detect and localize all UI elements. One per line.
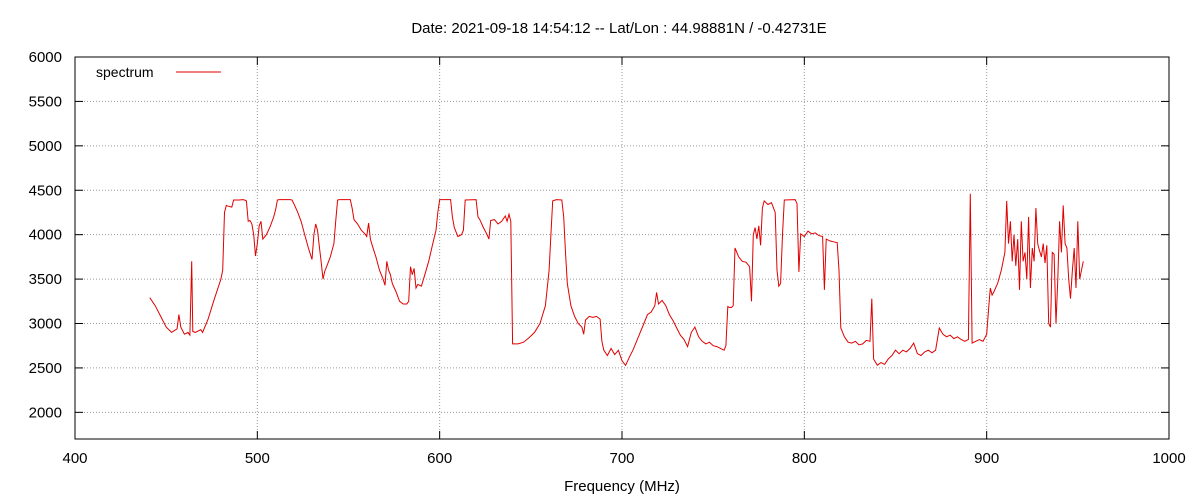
x-tick-label: 600 xyxy=(427,450,452,467)
grid xyxy=(74,56,1170,439)
x-tick-label: 800 xyxy=(792,450,817,467)
y-tick-label: 5000 xyxy=(29,138,62,155)
y-tick-label: 4500 xyxy=(29,182,62,199)
legend-label-spectrum: spectrum xyxy=(96,64,154,80)
plot-frame xyxy=(74,56,1170,440)
y-tick-label: 2500 xyxy=(29,360,62,377)
y-tick-label: 3000 xyxy=(29,316,62,333)
x-tick-label: 1000 xyxy=(1152,450,1185,467)
y-tick-label: 3500 xyxy=(29,271,62,288)
x-tick-label: 500 xyxy=(245,450,270,467)
legend: spectrum xyxy=(96,64,221,80)
y-tick-label: 5500 xyxy=(29,93,62,110)
x-tick-label: 400 xyxy=(62,450,87,467)
x-axis-label: Frequency (MHz) xyxy=(564,478,680,495)
y-tick-label: 6000 xyxy=(29,49,62,66)
x-tick-label: 700 xyxy=(609,450,634,467)
spectrum-series-line xyxy=(149,193,1084,367)
y-tick-label: 2000 xyxy=(29,404,62,421)
x-axis-ticks: 400 500 600 700 800 900 1000 xyxy=(62,57,1186,467)
y-tick-label: 4000 xyxy=(29,227,62,244)
x-tick-label: 900 xyxy=(974,450,999,467)
y-axis-ticks: 2000 2500 3000 3500 4000 4500 5000 5500 6000 xyxy=(29,49,1169,421)
chart-title: Date: 2021-09-18 14:54:12 -- Lat/Lon : 4… xyxy=(411,20,826,37)
